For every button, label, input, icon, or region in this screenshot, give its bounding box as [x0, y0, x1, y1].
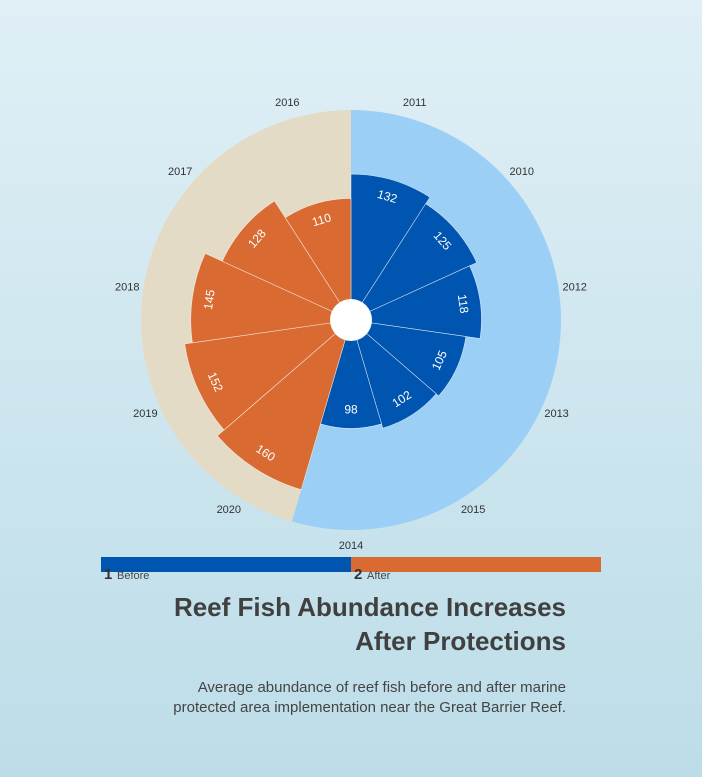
chart-subtitle-line-2: protected area implementation near the G… — [173, 699, 566, 716]
bar-2013 — [350, 319, 467, 397]
center-hole — [330, 299, 372, 341]
legend-label-after: After — [367, 570, 391, 582]
bar-2017 — [221, 200, 352, 321]
chart-title-line-1: Reef Fish Abundance Increases — [173, 592, 566, 622]
bar-2010 — [350, 203, 478, 321]
value-label-2014: 98 — [344, 402, 358, 416]
category-label-2020: 2020 — [217, 504, 241, 516]
bar-2011 — [350, 173, 431, 322]
category-label-2016: 2016 — [275, 97, 299, 109]
value-label-2011: 132 — [376, 187, 399, 206]
legend-number-before: 1 — [104, 566, 113, 583]
bar-2015 — [350, 319, 437, 429]
chart-title-line-2: After Protections — [355, 626, 566, 656]
category-label-2018: 2018 — [115, 282, 139, 294]
legend-bar-before — [101, 557, 351, 572]
category-label-2012: 2012 — [562, 282, 586, 294]
legend-bar-after — [351, 557, 601, 572]
bar-2019 — [184, 319, 352, 431]
chart-title: Reef Fish Abundance Increases After Prot… — [46, 590, 566, 658]
legend-label-before: Before — [117, 570, 150, 582]
value-label-2018: 145 — [201, 288, 218, 310]
category-label-2010: 2010 — [510, 166, 534, 178]
chart-subtitle-line-1: Average abundance of reef fish before an… — [197, 679, 566, 696]
bar-2018 — [190, 253, 353, 344]
chart-subtitle: Average abundance of reef fish before an… — [46, 678, 566, 718]
category-label-2011: 2011 — [403, 97, 427, 109]
category-label-2014: 2014 — [339, 540, 363, 550]
category-label-2015: 2015 — [461, 504, 485, 516]
bar-2020 — [216, 319, 352, 491]
value-label-2016: 110 — [310, 210, 333, 229]
bar-2016 — [284, 198, 352, 322]
polar-bar-chart: 1322011125201011820121052013102201598201… — [115, 97, 587, 550]
legend-number-after: 2 — [354, 566, 363, 583]
category-label-2019: 2019 — [133, 408, 157, 420]
bar-2012 — [349, 265, 482, 339]
category-label-2013: 2013 — [544, 408, 568, 420]
category-label-2017: 2017 — [168, 166, 192, 178]
value-label-2012: 118 — [455, 293, 472, 314]
